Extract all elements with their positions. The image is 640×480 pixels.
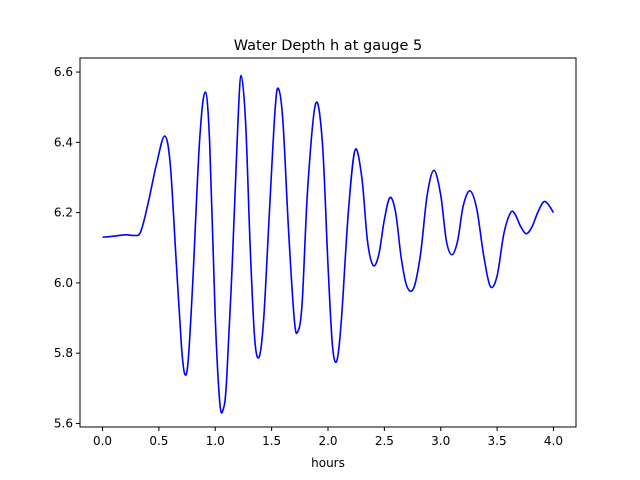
- x-tick-label: 2.5: [375, 434, 394, 448]
- y-tick-label: 5.6: [54, 416, 73, 430]
- x-tick-label: 4.0: [544, 434, 563, 448]
- series-line: [102, 74, 555, 414]
- y-tick-label: 5.8: [54, 346, 73, 360]
- x-tick-label: 3.0: [431, 434, 450, 448]
- x-axis: 0.0 0.5 1.0 1.5 2.0 2.5 3.0 3.5 4.0: [93, 427, 563, 448]
- line-layer: [102, 74, 555, 414]
- x-tick-label: 0.5: [149, 434, 168, 448]
- y-tick-label: 6.2: [54, 206, 73, 220]
- x-tick-label: 1.0: [206, 434, 225, 448]
- x-tick-label: 2.0: [318, 434, 337, 448]
- x-tick-label: 1.5: [262, 434, 281, 448]
- y-tick-label: 6.6: [54, 65, 73, 79]
- y-tick-label: 6.0: [54, 276, 73, 290]
- y-tick-label: 6.4: [54, 135, 73, 149]
- y-axis: 5.6 5.8 6.0 6.2 6.4 6.6: [54, 65, 80, 430]
- x-axis-label: hours: [311, 456, 345, 470]
- x-tick-label: 0.0: [93, 434, 112, 448]
- x-tick-label: 3.5: [488, 434, 507, 448]
- chart-title: Water Depth h at gauge 5: [234, 38, 422, 54]
